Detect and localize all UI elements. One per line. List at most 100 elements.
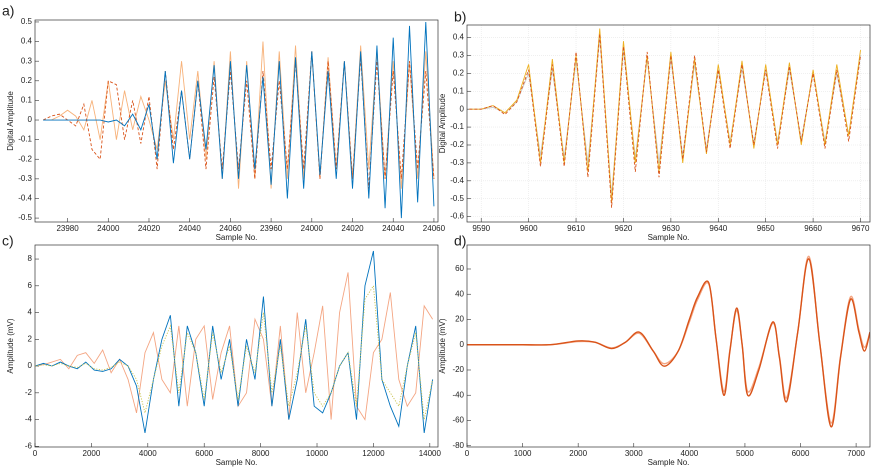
x-tick-label: 4000 — [139, 449, 157, 458]
x-tick-label: 5000 — [736, 449, 754, 458]
y-tick-label: 0.1 — [21, 96, 33, 105]
panel-label: c) — [2, 233, 14, 249]
plot-area — [467, 25, 870, 222]
x-axis-label: Sample No. — [648, 233, 690, 242]
y-tick-label: 8 — [28, 254, 33, 263]
y-tick-label: -80 — [452, 441, 464, 450]
x-tick-label: 6000 — [792, 449, 810, 458]
x-tick-label: 9620 — [615, 224, 633, 233]
series-line — [43, 41, 435, 189]
x-tick-label: 9670 — [852, 224, 870, 233]
y-tick-label: 0.2 — [453, 68, 465, 77]
x-tick-label: 7000 — [847, 449, 865, 458]
x-tick-label: 24000 — [97, 224, 120, 233]
y-tick-label: -0.4 — [450, 176, 464, 185]
series-line — [469, 33, 861, 208]
panel-label: d) — [454, 233, 466, 249]
x-axis-label: Sample No. — [648, 458, 690, 467]
axes-box — [34, 19, 439, 223]
y-tick-label: -0.1 — [18, 135, 32, 144]
y-tick-label: -0.2 — [18, 154, 32, 163]
y-tick-label: -6 — [25, 441, 33, 450]
x-tick-label: 8000 — [252, 449, 270, 458]
panel-label: a) — [2, 3, 14, 19]
x-axis-label: Sample No. — [216, 458, 258, 467]
y-axis-label: Amplitude (mV) — [6, 318, 15, 373]
y-tick-label: 0.4 — [21, 37, 33, 46]
x-tick-label: 24020 — [138, 224, 161, 233]
y-tick-label: -20 — [452, 365, 464, 374]
y-tick-label: -0.3 — [18, 174, 32, 183]
y-tick-label: -0.3 — [450, 158, 464, 167]
x-tick-label: 0 — [33, 449, 38, 458]
y-tick-label: 0.3 — [453, 51, 465, 60]
y-tick-label: -2 — [25, 388, 33, 397]
y-axis-label: Amplitude (mV) — [438, 318, 447, 373]
y-axis-label: Digital Amplitude — [6, 91, 15, 151]
x-tick-label: 24020 — [341, 224, 364, 233]
axes-box — [34, 244, 439, 448]
x-tick-label: 9650 — [757, 224, 775, 233]
series-line — [42, 51, 435, 189]
series-line — [35, 272, 434, 421]
y-tick-label: -0.6 — [450, 212, 464, 221]
x-tick-label: 10000 — [306, 449, 329, 458]
x-tick-label: 12000 — [362, 449, 385, 458]
x-tick-label: 24040 — [382, 224, 405, 233]
x-tick-label: 2000 — [83, 449, 101, 458]
y-tick-label: -0.2 — [450, 140, 464, 149]
x-tick-label: 14000 — [419, 449, 442, 458]
y-tick-label: -0.5 — [450, 194, 464, 203]
x-tick-label: 0 — [465, 449, 470, 458]
x-tick-label: 9660 — [804, 224, 822, 233]
x-tick-label: 24000 — [301, 224, 324, 233]
y-tick-label: 4 — [28, 308, 33, 317]
y-tick-label: 60 — [455, 264, 464, 273]
y-tick-label: 0 — [460, 340, 465, 349]
y-tick-label: 20 — [455, 315, 464, 324]
y-tick-label: -60 — [452, 416, 464, 425]
y-tick-label: 6 — [28, 281, 33, 290]
x-tick-label: 9640 — [709, 224, 727, 233]
y-axis-label: Digital Amplitude — [438, 93, 447, 153]
x-axis-label: Sample No. — [216, 233, 258, 242]
y-tick-label: 40 — [455, 289, 464, 298]
plot-area — [467, 245, 870, 447]
y-tick-label: -4 — [25, 415, 33, 424]
series-line — [35, 250, 434, 434]
panel: -0.6 -0.5 -0.4 -0.3 -0.2 -0.1 0 0.1 0.2 0.3 0.4 959… — [438, 9, 871, 242]
x-tick-label: 24060 — [219, 224, 242, 233]
y-tick-label: -0.4 — [18, 194, 32, 203]
x-tick-label: 2000 — [569, 449, 587, 458]
y-tick-label: 0.3 — [21, 56, 33, 65]
y-tick-label: -0.1 — [450, 122, 464, 131]
x-tick-label: 24040 — [179, 224, 202, 233]
axes-box — [466, 24, 871, 223]
y-tick-label: -40 — [452, 390, 464, 399]
y-tick-label: 0.5 — [21, 17, 33, 26]
y-tick-label: 0.2 — [21, 76, 33, 85]
panel: -0.5 -0.4 -0.3 -0.2 -0.1 0 0.1 0.2 0.3 0.4 0.5 2398… — [2, 3, 446, 242]
x-tick-label: 3000 — [625, 449, 643, 458]
x-tick-label: 9630 — [662, 224, 680, 233]
panel: -6 -4 -2 0 2 4 6 8 0 2000 4000 6000 8000 10000 12000 14… — [2, 233, 441, 467]
x-tick-label: 24060 — [423, 224, 446, 233]
axes-box — [466, 244, 871, 448]
series-line — [43, 21, 435, 219]
x-tick-label: 23960 — [260, 224, 283, 233]
y-tick-label: -0.5 — [18, 213, 32, 222]
x-tick-label: 6000 — [195, 449, 213, 458]
panel: -80 -60 -40 -20 0 20 40 60 0 1000 2000 3000 4000 5000… — [438, 233, 871, 467]
x-tick-label: 4000 — [680, 449, 698, 458]
panel-label: b) — [454, 9, 466, 25]
y-tick-label: 0 — [460, 104, 465, 113]
x-tick-label: 23980 — [56, 224, 79, 233]
y-tick-label: 0.4 — [453, 33, 465, 42]
y-tick-label: 0 — [28, 115, 33, 124]
x-tick-label: 9590 — [472, 224, 490, 233]
x-tick-label: 1000 — [514, 449, 532, 458]
x-tick-label: 9610 — [567, 224, 585, 233]
x-tick-label: 9600 — [520, 224, 538, 233]
plot-area — [35, 20, 438, 222]
